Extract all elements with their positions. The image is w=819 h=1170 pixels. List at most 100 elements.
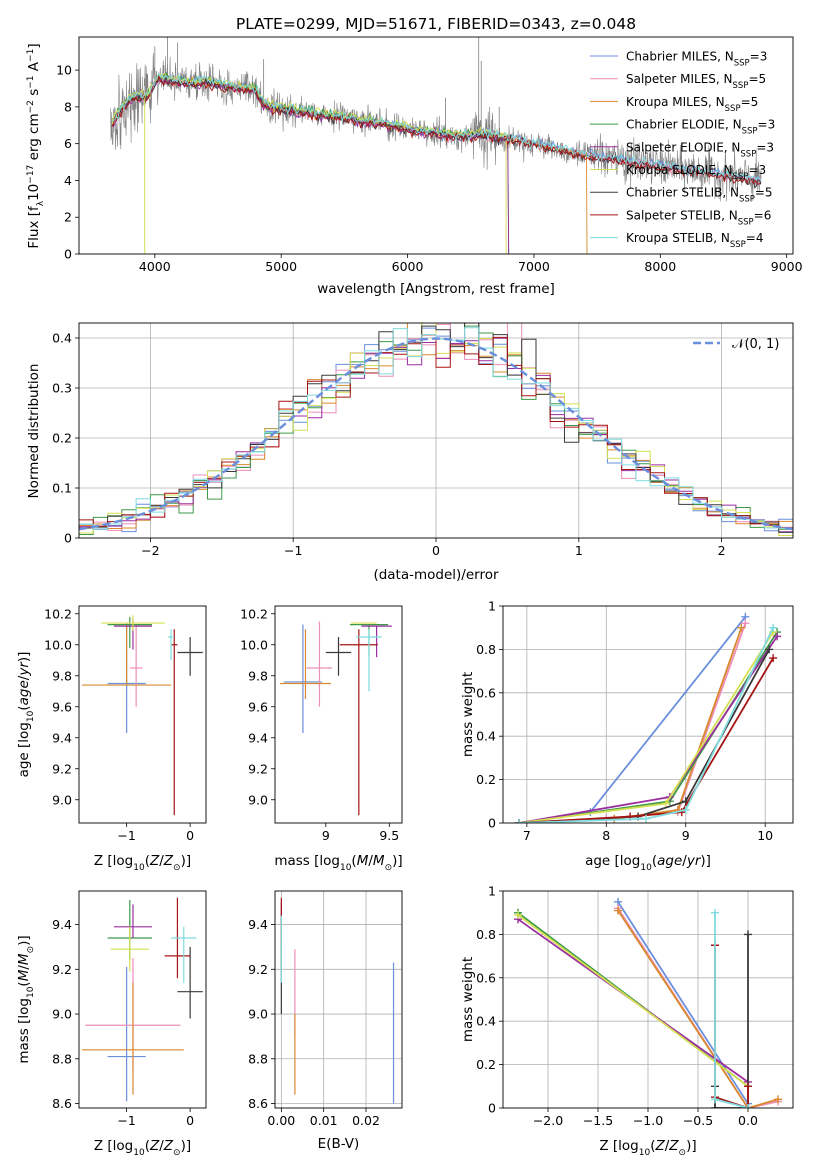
errorbar-kroupa-stelib (356, 629, 382, 692)
y-tick-label: 9.0 (52, 792, 72, 807)
y-tick-label: 9.4 (52, 730, 72, 745)
y-tick-label: 9.4 (52, 917, 72, 932)
weight-marker (744, 930, 752, 939)
histogram-kroupa-stelib (79, 327, 793, 530)
y-tick-label: 10.2 (44, 606, 72, 621)
label-part: ( (16, 981, 32, 986)
y-tick-label: 9.8 (52, 668, 72, 683)
label-part: ( (652, 853, 657, 869)
x-axis-label: Z [log10(Z/Z⊙)] (599, 1138, 696, 1158)
label-part: ( (16, 705, 32, 710)
legend-label-eq: =3 (758, 118, 776, 132)
histogram-chabrier-stelib (79, 323, 793, 533)
panel-mass-vs-ebv: 0.00 0.01 0.02 8.6 8.8 9.0 9.2 9.4 E(B-V) (248, 890, 403, 1152)
y-tick-label: 8 (64, 99, 72, 114)
axes-frame (78, 36, 794, 255)
legend-label-eq: =5 (748, 72, 766, 86)
x-tick-label: −1 (117, 1113, 135, 1128)
legend-label-main: Chabrier STELIB, N (626, 186, 739, 200)
x-tick-label: 0 (186, 828, 194, 843)
label-part: / (16, 965, 32, 970)
label-part: 10 (133, 1148, 145, 1158)
y-tick-label: 10.2 (240, 606, 268, 621)
legend-label: Chabrier STELIB, NSSP=5 (626, 186, 773, 205)
weight-line (517, 914, 749, 1088)
x-axis-label: mass [log10(M/M⊙)] (274, 853, 402, 873)
label-part: M (16, 953, 32, 965)
errorbar-kroupa-elodie (110, 926, 149, 972)
label-part: ( (145, 853, 150, 869)
errorbar-salpeter-elodie (113, 904, 153, 938)
label-part: 10 (639, 1148, 651, 1158)
x-tick-label: 5000 (265, 259, 297, 274)
weight-marker (642, 814, 651, 823)
weight-line (617, 910, 779, 1108)
errorbar-kroupa-miles (280, 629, 331, 699)
x-tick-label: −1.0 (633, 1113, 663, 1128)
legend-label: Kroupa MILES, NSSP=5 (626, 95, 758, 114)
panel-mass-vs-Z: −1 08.68.89.09.29.4Z [log10(Z/Z⊙)]mass [l… (16, 890, 207, 1158)
legend-label-sub: SSP (733, 81, 749, 91)
x-tick-label: −1.5 (583, 1113, 613, 1128)
label-part: Flux [f (26, 205, 42, 249)
legend-label-main: Salpeter STELIB, N (626, 208, 738, 222)
label-part: )] (392, 853, 403, 869)
plot-area-age-vs-mass (280, 621, 392, 816)
label-part: 10 (340, 863, 352, 873)
y-tick-label: 8.8 (52, 1051, 72, 1066)
errorbar-salpeter-elodie (361, 625, 392, 658)
legend-label-main: Chabrier ELODIE, N (626, 118, 742, 132)
label-part: λ (36, 200, 46, 206)
label-part: Z [ (94, 1138, 113, 1154)
y-axis-label: Flux [fλ10−17 erg cm−2 s−1 A−1] (26, 43, 46, 248)
weight-line-kroupa-stelib (514, 623, 778, 823)
y-tick-label: 0.6 (476, 685, 496, 700)
x-tick-label: 9 (682, 828, 690, 843)
legend-label-normal: 𝒩(0, 1) (732, 337, 779, 352)
y-tick-label: 4 (64, 173, 72, 188)
legend-label-sub: SSP (734, 59, 750, 69)
panel-age-vs-Z: −1 09.09.29.49.69.810.010.2Z [log10(Z/Z⊙)… (16, 605, 207, 873)
x-tick-label: 8000 (644, 259, 676, 274)
weight-marker (711, 1095, 719, 1104)
y-tick-label: 9.0 (248, 1007, 268, 1022)
y-tick-label: 0.1 (52, 481, 72, 496)
weight-marker (741, 619, 750, 628)
weight-line (518, 657, 774, 823)
legend-label-sub: SSP (739, 195, 755, 205)
panel-residuals: −2 −1 0 1 2 0 0.1 0.2 0.3 0.4 (data-model)/error No… (26, 322, 794, 583)
errorbar-salpeter-miles (306, 621, 333, 707)
y-tick-label: 9.0 (52, 1007, 72, 1022)
axes-frame (78, 890, 207, 1109)
y-tick-label: 9.6 (248, 699, 268, 714)
y-tick-label: 2 (64, 210, 72, 225)
y-tick-label: 9.0 (248, 792, 268, 807)
x-axis-label: E(B-V) (318, 1136, 360, 1152)
y-tick-label: 9.2 (52, 761, 72, 776)
y-tick-label: 8.6 (248, 1096, 268, 1111)
weight-marker (514, 910, 522, 919)
label-part: −1 (26, 49, 36, 62)
y-tick-label: 10.0 (44, 637, 72, 652)
legend-label: Chabrier MILES, NSSP=3 (626, 50, 767, 69)
label-part: M (357, 853, 369, 869)
weight-marker (661, 799, 670, 808)
weight-marker (614, 906, 622, 915)
label-part: )] (16, 652, 32, 663)
label-part: −1 (26, 75, 36, 88)
legend-label-eq: =5 (755, 186, 773, 200)
histogram-kroupa-elodie (79, 323, 793, 536)
label-part: M (373, 853, 385, 869)
panels-layer: 4000 5000 6000 7000 8000 90000246810wavelengt… (16, 36, 803, 1158)
y-tick-label: 0 (64, 247, 72, 262)
model-kroupa-stelib (111, 72, 762, 182)
errorbar-kroupa-stelib (167, 629, 175, 661)
y-tick-label: 0 (64, 531, 72, 546)
label-part: mass [ (16, 1019, 32, 1064)
y-tick-label: 0 (488, 816, 496, 831)
label-part: yr (686, 853, 702, 869)
y-tick-label: 8.8 (248, 1051, 268, 1066)
label-part: ⊙ (26, 946, 36, 954)
plot-area-Z-weights (503, 891, 793, 1108)
